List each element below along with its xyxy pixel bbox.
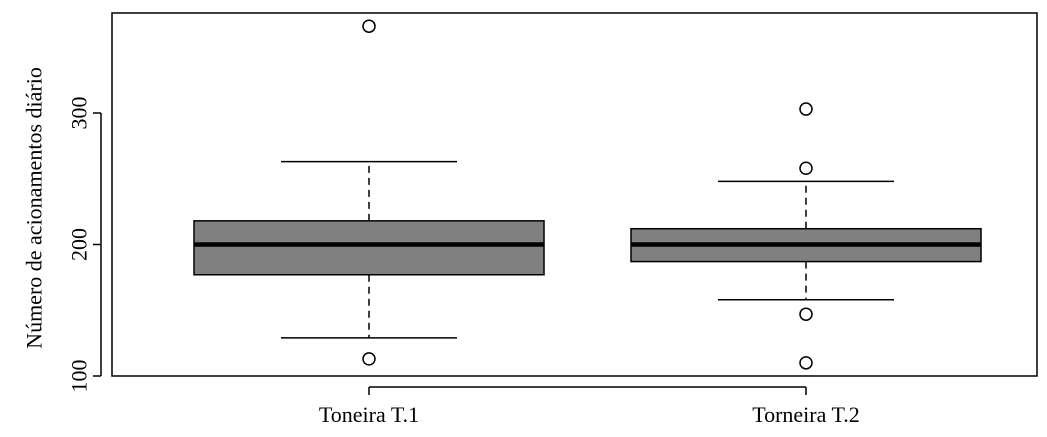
y-axis: 100 200 300 xyxy=(67,97,102,393)
outlier-point xyxy=(799,161,813,175)
outlier-point xyxy=(799,102,813,116)
y-tick-label: 300 xyxy=(67,97,92,130)
box-group xyxy=(630,102,982,370)
iqr-box xyxy=(193,220,545,276)
y-tick-label: 200 xyxy=(67,228,92,261)
outlier-point xyxy=(799,356,813,370)
box-group xyxy=(193,19,545,366)
x-category-label: Torneira T.2 xyxy=(752,402,860,427)
outlier-point xyxy=(362,19,376,33)
x-category-label: Toneira T.1 xyxy=(319,402,419,427)
plot-area xyxy=(111,12,1038,377)
x-axis: Toneira T.1 Torneira T.2 xyxy=(319,386,860,427)
outlier-point xyxy=(362,352,376,366)
y-axis-title: Número de acionamentos diário xyxy=(22,67,47,349)
boxes xyxy=(193,19,982,370)
y-tick-label: 100 xyxy=(67,360,92,393)
plot-frame xyxy=(111,12,1038,377)
outlier-point xyxy=(799,307,813,321)
